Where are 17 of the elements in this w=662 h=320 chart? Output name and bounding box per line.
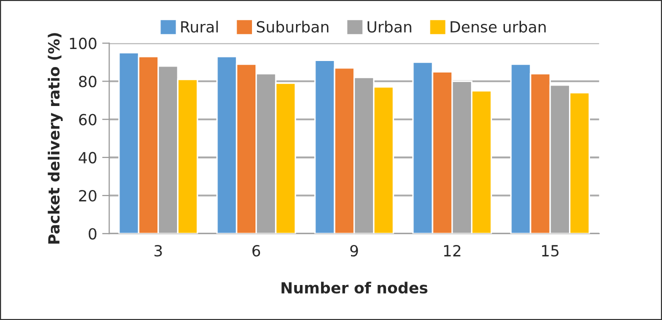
x-tick-label: 6 — [252, 244, 260, 257]
y-tick-label: 80 — [79, 76, 96, 88]
y-tick-label: 100 — [70, 38, 96, 50]
legend-label: Dense urban — [450, 20, 546, 33]
y-tick-label: 20 — [79, 190, 96, 202]
x-tick-label: 9 — [350, 244, 358, 257]
x-tick-label: 15 — [542, 245, 559, 257]
y-tick-label: 0 — [88, 228, 96, 240]
y-tick-label: 60 — [79, 114, 96, 126]
x-tick-label: 3 — [154, 244, 162, 257]
x-tick-label: 12 — [444, 244, 460, 256]
legend-label: Urban — [368, 20, 412, 33]
y-tick-label: 40 — [78, 152, 96, 164]
legend-label: Rural — [181, 20, 218, 33]
y-axis-title: Packet delivery ratio (%) — [48, 33, 63, 244]
legend-label: Suburban — [256, 20, 328, 33]
x-axis-title: Number of nodes — [282, 282, 428, 294]
